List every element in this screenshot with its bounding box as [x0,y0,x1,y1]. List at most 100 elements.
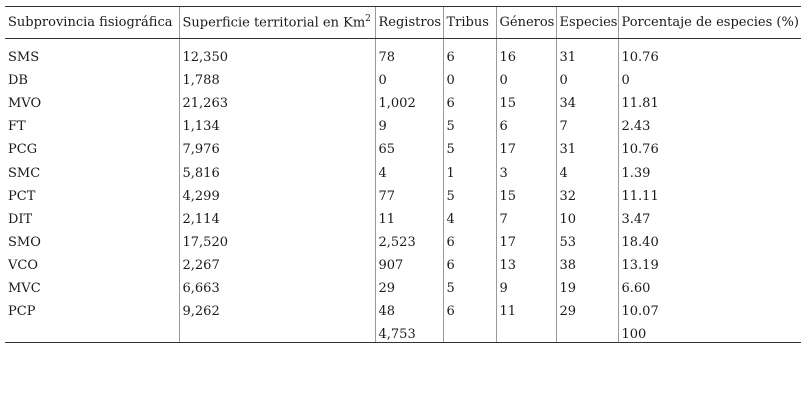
cell-percentage: 2.43 [617,111,801,135]
cell-records: 2,523 [374,226,443,250]
cell-genera: 9 [495,272,556,297]
table-row: SMS 12,350 78 6 16 31 10.76 [5,38,801,66]
cell-records: 77 [374,180,443,204]
cell-genera: 16 [495,38,556,66]
cell-species: 32 [555,180,618,204]
cell-percentage: 11.81 [617,88,801,112]
cell-records: 9 [374,111,443,135]
cell-area: 1,134 [178,111,375,135]
table-row: PCP 9,262 48 6 11 29 10.07 [5,296,801,320]
cell-area: 17,520 [178,226,375,250]
cell-subprovince: SMC [8,165,41,181]
cell-tribes [442,319,496,344]
cell-subprovince: PCT [8,188,36,204]
cell-percentage: 10.76 [617,134,801,158]
cell-records: 4 [374,157,443,181]
header-genera: Géneros [495,6,556,39]
cell-records: 48 [374,296,443,320]
cell-genera: 6 [495,111,556,135]
cell-genera: 3 [495,157,556,181]
cell-species: 38 [555,249,618,273]
cell-tribes: 6 [442,226,496,250]
cell-species: 10 [555,203,618,227]
cell-percentage: 18.40 [617,226,801,250]
cell-tribes: 6 [442,249,496,273]
cell-genera: 17 [495,134,556,158]
cell-subprovince [5,319,179,344]
table-row: SMC 5,816 4 1 3 4 1.39 [5,157,801,181]
cell-tribes: 1 [442,157,496,181]
cell-genera: 17 [495,226,556,250]
cell-records: 29 [374,272,443,297]
cell-area: 12,350 [178,38,375,66]
cell-area: 9,262 [178,296,375,320]
header-subprovince: Subprovincia fisiográfica [5,6,179,39]
cell-subprovince: PCG [8,142,38,158]
cell-subprovince: SMO [8,234,41,250]
cell-tribes: 6 [442,296,496,320]
cell-species: 31 [555,38,618,66]
cell-percentage: 3.47 [617,203,801,227]
cell-genera: 13 [495,249,556,273]
cell-tribes: 4 [442,203,496,227]
table-row: DIT 2,114 11 4 7 10 3.47 [5,203,801,227]
totals-row: 4,753 100 [5,319,801,344]
cell-records: 65 [374,134,443,158]
cell-species [555,319,618,344]
cell-area: 7,976 [178,134,375,158]
cell-genera: 15 [495,180,556,204]
table-row: FT 1,134 9 5 6 7 2.43 [5,111,801,135]
cell-percentage: 1.39 [617,157,801,181]
cell-area: 4,299 [178,180,375,204]
cell-species: 19 [555,272,618,297]
cell-tribes: 5 [442,180,496,204]
cell-percentage: 13.19 [617,249,801,273]
header-row: Subprovincia fisiográfica Superficie ter… [5,6,801,39]
cell-area: 6,663 [178,272,375,297]
cell-percentage: 0 [617,65,801,89]
cell-records: 1,002 [374,88,443,112]
cell-percentage: 10.07 [617,296,801,320]
cell-records: 4,753 [374,319,443,344]
cell-records: 78 [374,38,443,66]
cell-percentage: 10.76 [617,38,801,66]
cell-subprovince: MVO [8,96,42,112]
header-area-label: Superficie territorial en Km [182,15,366,31]
cell-subprovince: VCO [8,257,38,273]
cell-tribes: 6 [442,38,496,66]
table-row: SMO 17,520 2,523 6 17 53 18.40 [5,226,801,250]
species-table-container: Subprovincia fisiográfica Superficie ter… [5,6,801,344]
area-unit-superscript: 2 [365,14,371,25]
cell-records: 907 [374,249,443,273]
cell-subprovince: MVC [8,281,41,297]
cell-percentage: 11.11 [617,180,801,204]
cell-area [178,319,375,344]
cell-species: 7 [555,111,618,135]
cell-subprovince: PCP [8,304,36,320]
cell-species: 34 [555,88,618,112]
cell-tribes: 6 [442,88,496,112]
cell-records: 0 [374,65,443,89]
cell-records: 11 [374,203,443,227]
table-row: MVO 21,263 1,002 6 15 34 11.81 [5,88,801,112]
cell-percentage: 100 [617,319,801,344]
cell-tribes: 5 [442,111,496,135]
cell-genera: 15 [495,88,556,112]
cell-subprovince: FT [8,119,26,135]
table-row: DB 1,788 0 0 0 0 0 [5,65,801,89]
cell-area: 21,263 [178,88,375,112]
header-records: Registros [374,6,443,39]
cell-species: 4 [555,157,618,181]
header-species: Especies [555,6,618,39]
header-species-percentage: Porcentaje de especies (%) [617,6,801,39]
cell-species: 31 [555,134,618,158]
cell-subprovince: DB [8,73,28,89]
cell-species: 29 [555,296,618,320]
cell-tribes: 5 [442,134,496,158]
header-tribes: Tribus [442,6,496,39]
cell-area: 1,788 [178,65,375,89]
cell-area: 2,114 [178,203,375,227]
cell-genera: 11 [495,296,556,320]
cell-genera [495,319,556,344]
cell-species: 0 [555,65,618,89]
